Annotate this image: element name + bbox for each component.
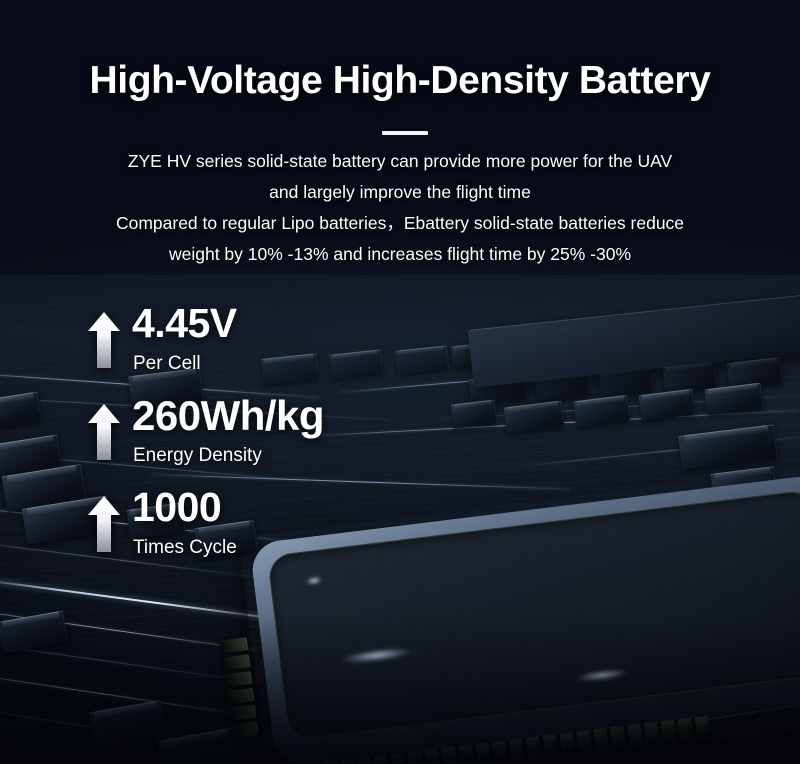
stat-value: 260Wh/kg bbox=[132, 392, 325, 439]
up-arrow-icon bbox=[88, 404, 120, 460]
subtitle-line-4: weight by 10% -13% and increases flight … bbox=[168, 244, 632, 264]
stat-value: 1000 bbox=[132, 484, 222, 530]
stat-label: Per Cell bbox=[133, 353, 201, 374]
stat-label: Energy Density bbox=[133, 445, 262, 466]
stat-item: 1000 Times Cycle bbox=[0, 484, 420, 582]
subtitle-line-1: ZYE HV series solid-state battery can pr… bbox=[127, 151, 673, 171]
stat-item: 260Wh/kg Energy Density bbox=[0, 392, 420, 490]
page-title: High-Voltage High-Density Battery bbox=[89, 59, 711, 102]
subtitle-block: ZYE HV series solid-state battery can pr… bbox=[40, 146, 760, 270]
stat-label: Times Cycle bbox=[133, 537, 237, 558]
up-arrow-icon bbox=[88, 312, 120, 368]
stats-list: 4.45V Per Cell bbox=[0, 300, 420, 582]
up-arrow-icon bbox=[88, 496, 120, 552]
stat-item: 4.45V Per Cell bbox=[0, 300, 420, 398]
stat-value: 4.45V bbox=[132, 300, 237, 346]
subtitle-line-2: and largely improve the flight time bbox=[269, 182, 531, 202]
title-divider bbox=[382, 131, 428, 135]
subtitle-line-3: Compared to regular Lipo batteries，Ebatt… bbox=[115, 213, 685, 233]
